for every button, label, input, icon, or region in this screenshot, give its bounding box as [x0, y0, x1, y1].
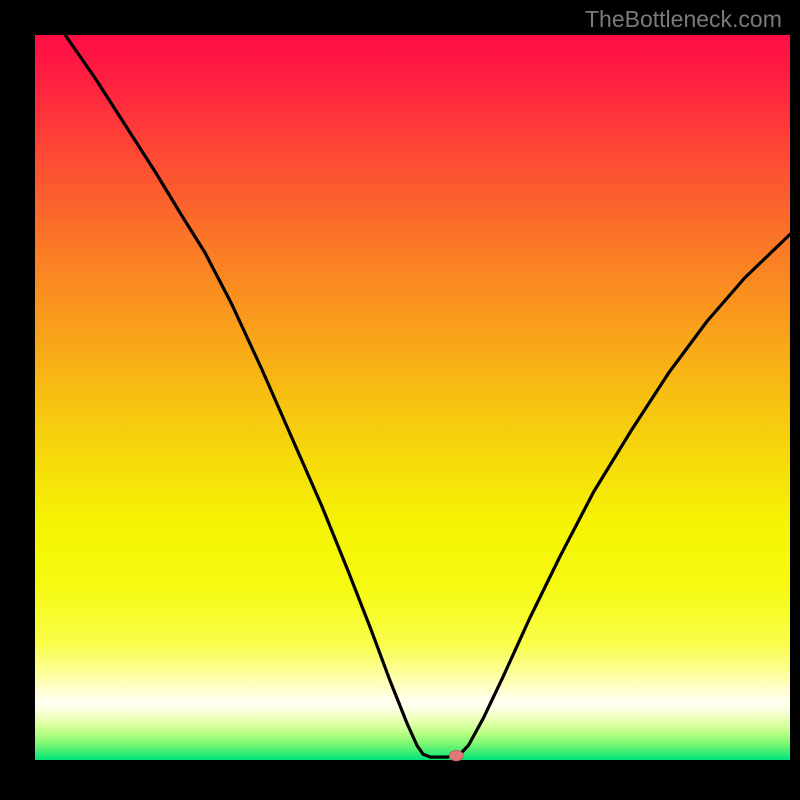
watermark-text: TheBottleneck.com [585, 6, 782, 33]
optimal-marker [449, 750, 463, 760]
chart-container: TheBottleneck.com [0, 0, 800, 800]
chart-svg [0, 0, 800, 800]
plot-background [35, 35, 790, 760]
